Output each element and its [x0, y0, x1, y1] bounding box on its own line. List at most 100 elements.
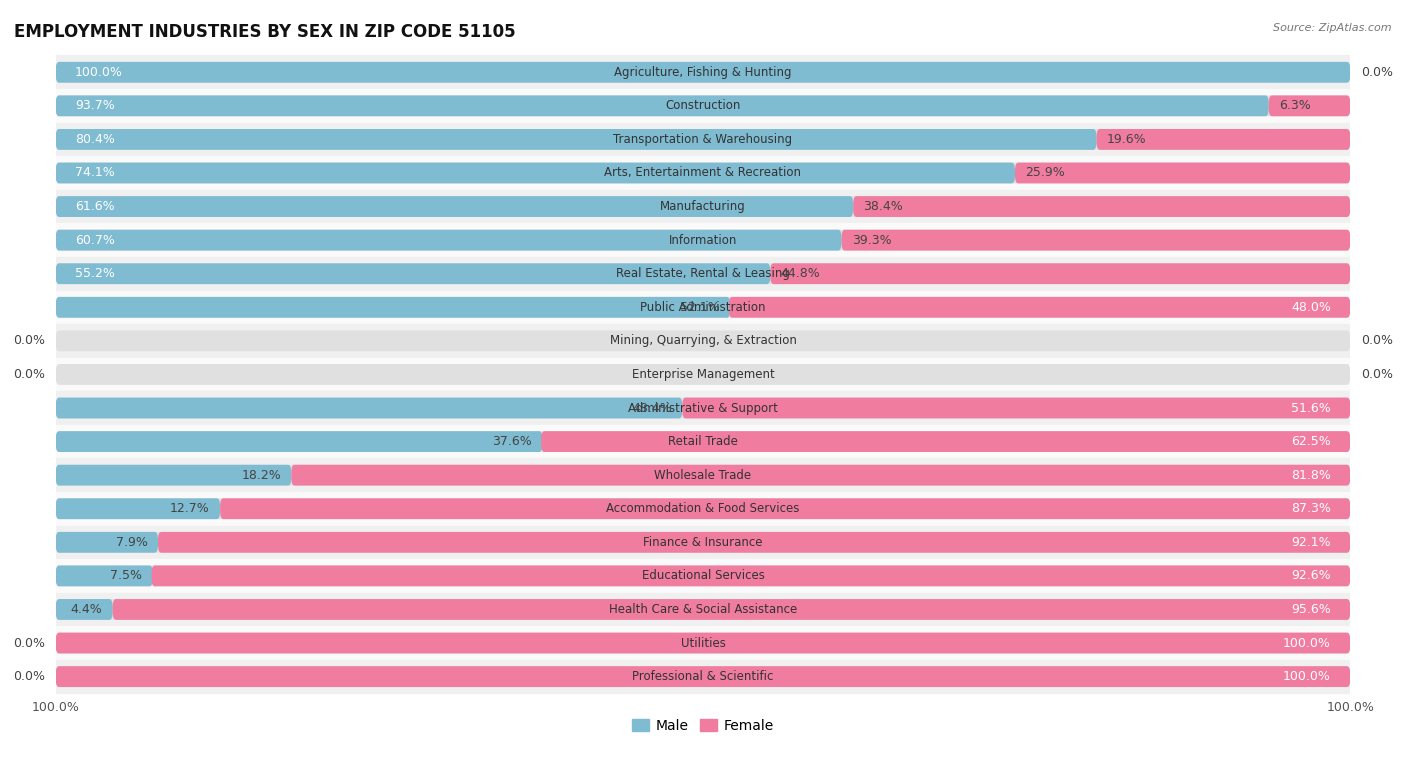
Text: 95.6%: 95.6%: [1291, 603, 1331, 616]
FancyBboxPatch shape: [56, 163, 1015, 183]
Text: 92.6%: 92.6%: [1291, 570, 1331, 582]
Text: 25.9%: 25.9%: [1025, 167, 1066, 179]
FancyBboxPatch shape: [541, 431, 1350, 452]
FancyBboxPatch shape: [728, 297, 1350, 317]
FancyBboxPatch shape: [56, 230, 842, 251]
Bar: [56, 525, 1350, 559]
FancyBboxPatch shape: [56, 297, 730, 317]
FancyBboxPatch shape: [1015, 163, 1350, 183]
FancyBboxPatch shape: [1268, 95, 1350, 116]
FancyBboxPatch shape: [56, 62, 1350, 83]
FancyBboxPatch shape: [56, 196, 1350, 217]
Text: 92.1%: 92.1%: [1291, 535, 1331, 549]
Text: Administrative & Support: Administrative & Support: [628, 401, 778, 414]
Text: Retail Trade: Retail Trade: [668, 435, 738, 448]
Text: 48.4%: 48.4%: [633, 401, 672, 414]
Text: 6.3%: 6.3%: [1279, 99, 1310, 113]
FancyBboxPatch shape: [56, 431, 543, 452]
FancyBboxPatch shape: [56, 532, 157, 553]
Text: Agriculture, Fishing & Hunting: Agriculture, Fishing & Hunting: [614, 66, 792, 79]
FancyBboxPatch shape: [56, 129, 1350, 150]
FancyBboxPatch shape: [56, 498, 1350, 519]
Text: Information: Information: [669, 234, 737, 247]
FancyBboxPatch shape: [56, 263, 770, 284]
FancyBboxPatch shape: [56, 431, 1350, 452]
Bar: [56, 156, 1350, 190]
Text: 37.6%: 37.6%: [492, 435, 531, 448]
Text: Public Administration: Public Administration: [640, 301, 766, 314]
FancyBboxPatch shape: [157, 532, 1350, 553]
Text: 0.0%: 0.0%: [14, 334, 45, 348]
FancyBboxPatch shape: [56, 95, 1268, 116]
Text: Mining, Quarrying, & Extraction: Mining, Quarrying, & Extraction: [610, 334, 796, 348]
Text: 48.0%: 48.0%: [1291, 301, 1331, 314]
FancyBboxPatch shape: [56, 599, 1350, 620]
Text: 51.6%: 51.6%: [1291, 401, 1331, 414]
FancyBboxPatch shape: [853, 196, 1350, 217]
Text: 39.3%: 39.3%: [852, 234, 891, 247]
Text: EMPLOYMENT INDUSTRIES BY SEX IN ZIP CODE 51105: EMPLOYMENT INDUSTRIES BY SEX IN ZIP CODE…: [14, 23, 516, 41]
Text: 18.2%: 18.2%: [242, 469, 281, 482]
FancyBboxPatch shape: [682, 397, 1350, 418]
Bar: [56, 223, 1350, 257]
Bar: [56, 660, 1350, 694]
Text: Source: ZipAtlas.com: Source: ZipAtlas.com: [1274, 23, 1392, 33]
Legend: Male, Female: Male, Female: [633, 719, 773, 733]
Text: 7.9%: 7.9%: [115, 535, 148, 549]
FancyBboxPatch shape: [56, 465, 291, 486]
FancyBboxPatch shape: [56, 498, 221, 519]
Text: 55.2%: 55.2%: [75, 267, 115, 280]
Text: Accommodation & Food Services: Accommodation & Food Services: [606, 502, 800, 515]
FancyBboxPatch shape: [291, 465, 1350, 486]
Bar: [56, 257, 1350, 290]
Text: Utilities: Utilities: [681, 636, 725, 650]
Bar: [56, 459, 1350, 492]
FancyBboxPatch shape: [56, 566, 153, 587]
FancyBboxPatch shape: [56, 599, 112, 620]
FancyBboxPatch shape: [56, 566, 1350, 587]
FancyBboxPatch shape: [56, 62, 1350, 83]
Text: 44.8%: 44.8%: [780, 267, 821, 280]
Text: 38.4%: 38.4%: [863, 200, 903, 213]
Bar: [56, 593, 1350, 626]
Text: 4.4%: 4.4%: [70, 603, 103, 616]
FancyBboxPatch shape: [56, 667, 1350, 687]
Text: Finance & Insurance: Finance & Insurance: [644, 535, 762, 549]
FancyBboxPatch shape: [56, 263, 1350, 284]
FancyBboxPatch shape: [56, 667, 1350, 687]
Bar: [56, 626, 1350, 660]
Text: 7.5%: 7.5%: [111, 570, 142, 582]
Bar: [56, 559, 1350, 593]
Bar: [56, 123, 1350, 156]
Bar: [56, 190, 1350, 223]
Text: 12.7%: 12.7%: [170, 502, 209, 515]
Text: 62.5%: 62.5%: [1291, 435, 1331, 448]
Text: Construction: Construction: [665, 99, 741, 113]
Text: Transportation & Warehousing: Transportation & Warehousing: [613, 133, 793, 146]
FancyBboxPatch shape: [56, 95, 1350, 116]
Text: 100.0%: 100.0%: [1284, 670, 1331, 683]
Text: Enterprise Management: Enterprise Management: [631, 368, 775, 381]
FancyBboxPatch shape: [112, 599, 1350, 620]
Bar: [56, 290, 1350, 324]
Text: 100.0%: 100.0%: [1284, 636, 1331, 650]
Text: Educational Services: Educational Services: [641, 570, 765, 582]
Text: 100.0%: 100.0%: [75, 66, 122, 79]
Bar: [56, 358, 1350, 391]
Bar: [56, 55, 1350, 89]
Bar: [56, 391, 1350, 424]
Bar: [56, 492, 1350, 525]
FancyBboxPatch shape: [56, 364, 1350, 385]
Text: 80.4%: 80.4%: [75, 133, 115, 146]
Text: 0.0%: 0.0%: [1361, 334, 1392, 348]
Text: Arts, Entertainment & Recreation: Arts, Entertainment & Recreation: [605, 167, 801, 179]
FancyBboxPatch shape: [770, 263, 1350, 284]
Text: Professional & Scientific: Professional & Scientific: [633, 670, 773, 683]
Text: 74.1%: 74.1%: [75, 167, 115, 179]
Text: Wholesale Trade: Wholesale Trade: [654, 469, 752, 482]
FancyBboxPatch shape: [221, 498, 1350, 519]
Text: 0.0%: 0.0%: [14, 670, 45, 683]
Text: 0.0%: 0.0%: [1361, 66, 1392, 79]
Text: Health Care & Social Assistance: Health Care & Social Assistance: [609, 603, 797, 616]
Text: 19.6%: 19.6%: [1107, 133, 1146, 146]
